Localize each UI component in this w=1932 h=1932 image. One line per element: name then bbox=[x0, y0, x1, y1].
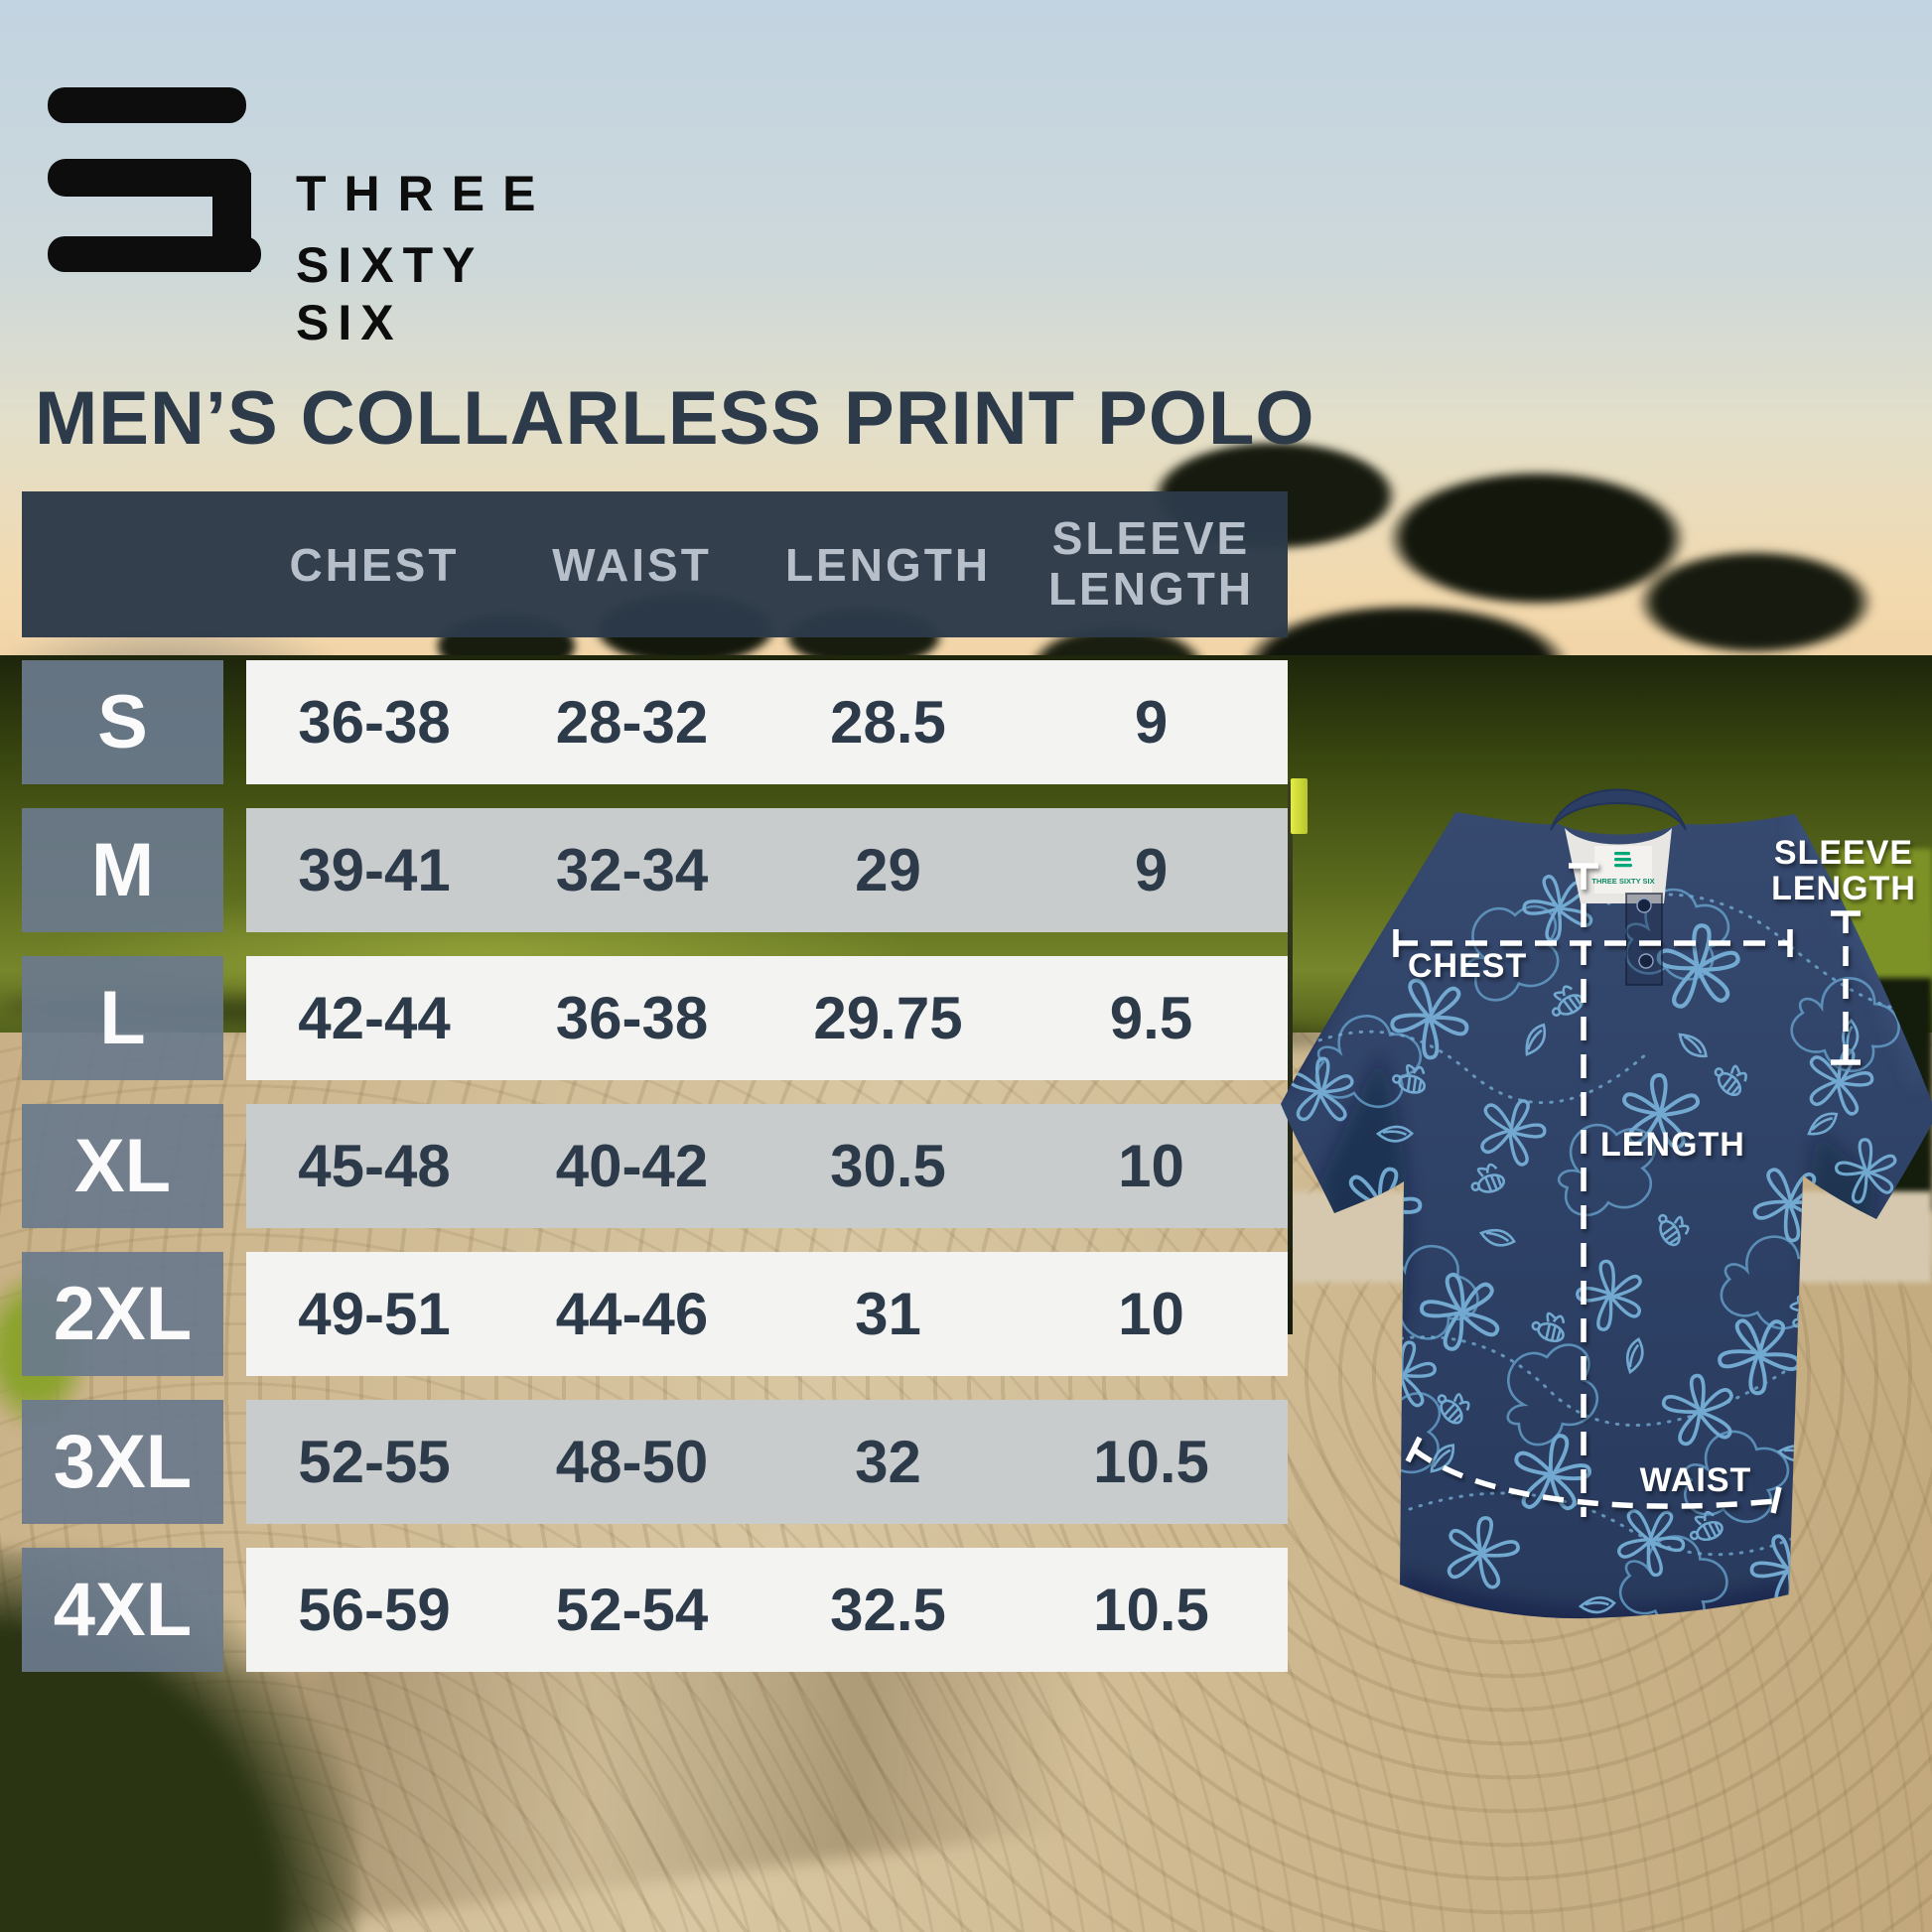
cell-length: 32 bbox=[855, 1429, 921, 1495]
cell-sleeve-length: 10 bbox=[1118, 1281, 1184, 1347]
size-chart-header-row: CHEST WAIST LENGTH SLEEVE LENGTH bbox=[22, 491, 1288, 637]
cell-sleeve-length: 10.5 bbox=[1093, 1429, 1209, 1495]
button bbox=[1636, 897, 1652, 913]
column-header-chest: CHEST bbox=[289, 538, 460, 591]
cell-length: 31 bbox=[855, 1281, 921, 1347]
golf-flagstick bbox=[1288, 782, 1293, 1334]
cell-sleeve-length: 10.5 bbox=[1093, 1577, 1209, 1643]
cell-waist: 28-32 bbox=[555, 689, 709, 756]
sleeve-annotation-label-line1: SLEEVE bbox=[1774, 834, 1913, 872]
brand-name-line2: SIXTY SIX bbox=[296, 237, 483, 350]
cell-sleeve-length: 9 bbox=[1134, 837, 1169, 903]
cell-sleeve-length: 10 bbox=[1118, 1133, 1184, 1199]
cell-length: 30.5 bbox=[830, 1133, 946, 1199]
size-label: 2XL bbox=[22, 1252, 223, 1376]
table-row: 2XL 49-51 44-46 31 10 bbox=[22, 1252, 1288, 1376]
brand-logo: THREE SIXTY SIX bbox=[48, 87, 535, 350]
collar-tag-logo-icon bbox=[1614, 852, 1632, 868]
size-label: S bbox=[22, 660, 223, 784]
size-label: M bbox=[22, 808, 223, 932]
size-label: 3XL bbox=[22, 1400, 223, 1524]
floral-pattern bbox=[1281, 863, 1932, 1619]
button bbox=[1638, 953, 1654, 969]
table-row: L 42-44 36-38 29.75 9.5 bbox=[22, 956, 1288, 1080]
table-row: M 39-41 32-34 29 9 bbox=[22, 808, 1288, 932]
brand-name: THREE SIXTY SIX bbox=[296, 165, 553, 351]
length-annotation-label: LENGTH bbox=[1600, 1126, 1745, 1164]
cell-chest: 45-48 bbox=[298, 1133, 451, 1199]
cell-waist: 40-42 bbox=[555, 1133, 709, 1199]
collar-tag-text: THREE SIXTY SIX bbox=[1591, 877, 1654, 886]
column-header-waist: WAIST bbox=[552, 538, 712, 591]
stand-collar bbox=[1550, 788, 1687, 831]
table-row: 4XL 56-59 52-54 32.5 10.5 bbox=[22, 1548, 1288, 1672]
chest-annotation-label: CHEST bbox=[1408, 947, 1527, 985]
cell-sleeve-length: 9.5 bbox=[1109, 985, 1193, 1051]
table-row: 3XL 52-55 48-50 32 10.5 bbox=[22, 1400, 1288, 1524]
cell-sleeve-length: 9 bbox=[1134, 689, 1169, 756]
cell-waist: 44-46 bbox=[555, 1281, 709, 1347]
cell-chest: 56-59 bbox=[298, 1577, 451, 1643]
size-label: 4XL bbox=[22, 1548, 223, 1672]
cell-length: 29 bbox=[855, 837, 921, 903]
cell-length: 29.75 bbox=[813, 985, 963, 1051]
cell-chest: 36-38 bbox=[298, 689, 451, 756]
cell-waist: 32-34 bbox=[555, 837, 709, 903]
cell-waist: 36-38 bbox=[555, 985, 709, 1051]
cell-chest: 39-41 bbox=[298, 837, 451, 903]
sleeve-annotation-label-line2: LENGTH bbox=[1771, 870, 1916, 907]
polo-shirt-image: THREE SIXTY SIX CHEST LENGTH WAIST SLEEV… bbox=[1281, 788, 1932, 1619]
table-row: XL 45-48 40-42 30.5 10 bbox=[22, 1104, 1288, 1228]
cell-chest: 49-51 bbox=[298, 1281, 451, 1347]
cell-chest: 42-44 bbox=[298, 985, 451, 1051]
cell-length: 32.5 bbox=[830, 1577, 946, 1643]
column-header-sleeve-length: SLEEVE LENGTH bbox=[1047, 511, 1255, 616]
golf-flag bbox=[1291, 778, 1308, 834]
page-title: MEN’S COLLARLESS PRINT POLO bbox=[35, 376, 1315, 461]
waist-annotation-label: WAIST bbox=[1640, 1461, 1752, 1499]
cell-waist: 52-54 bbox=[555, 1577, 709, 1643]
table-row: S 36-38 28-32 28.5 9 bbox=[22, 660, 1288, 784]
size-label: XL bbox=[22, 1104, 223, 1228]
cell-chest: 52-55 bbox=[298, 1429, 451, 1495]
size-label: L bbox=[22, 956, 223, 1080]
three-sixty-six-logo-icon bbox=[48, 87, 261, 272]
measurement-annotations: CHEST LENGTH WAIST SLEEVE LENGTH bbox=[1393, 834, 1916, 1517]
brand-name-line1: THREE bbox=[296, 166, 554, 221]
cell-waist: 48-50 bbox=[555, 1429, 709, 1495]
column-header-length: LENGTH bbox=[784, 538, 992, 591]
cell-length: 28.5 bbox=[830, 689, 946, 756]
